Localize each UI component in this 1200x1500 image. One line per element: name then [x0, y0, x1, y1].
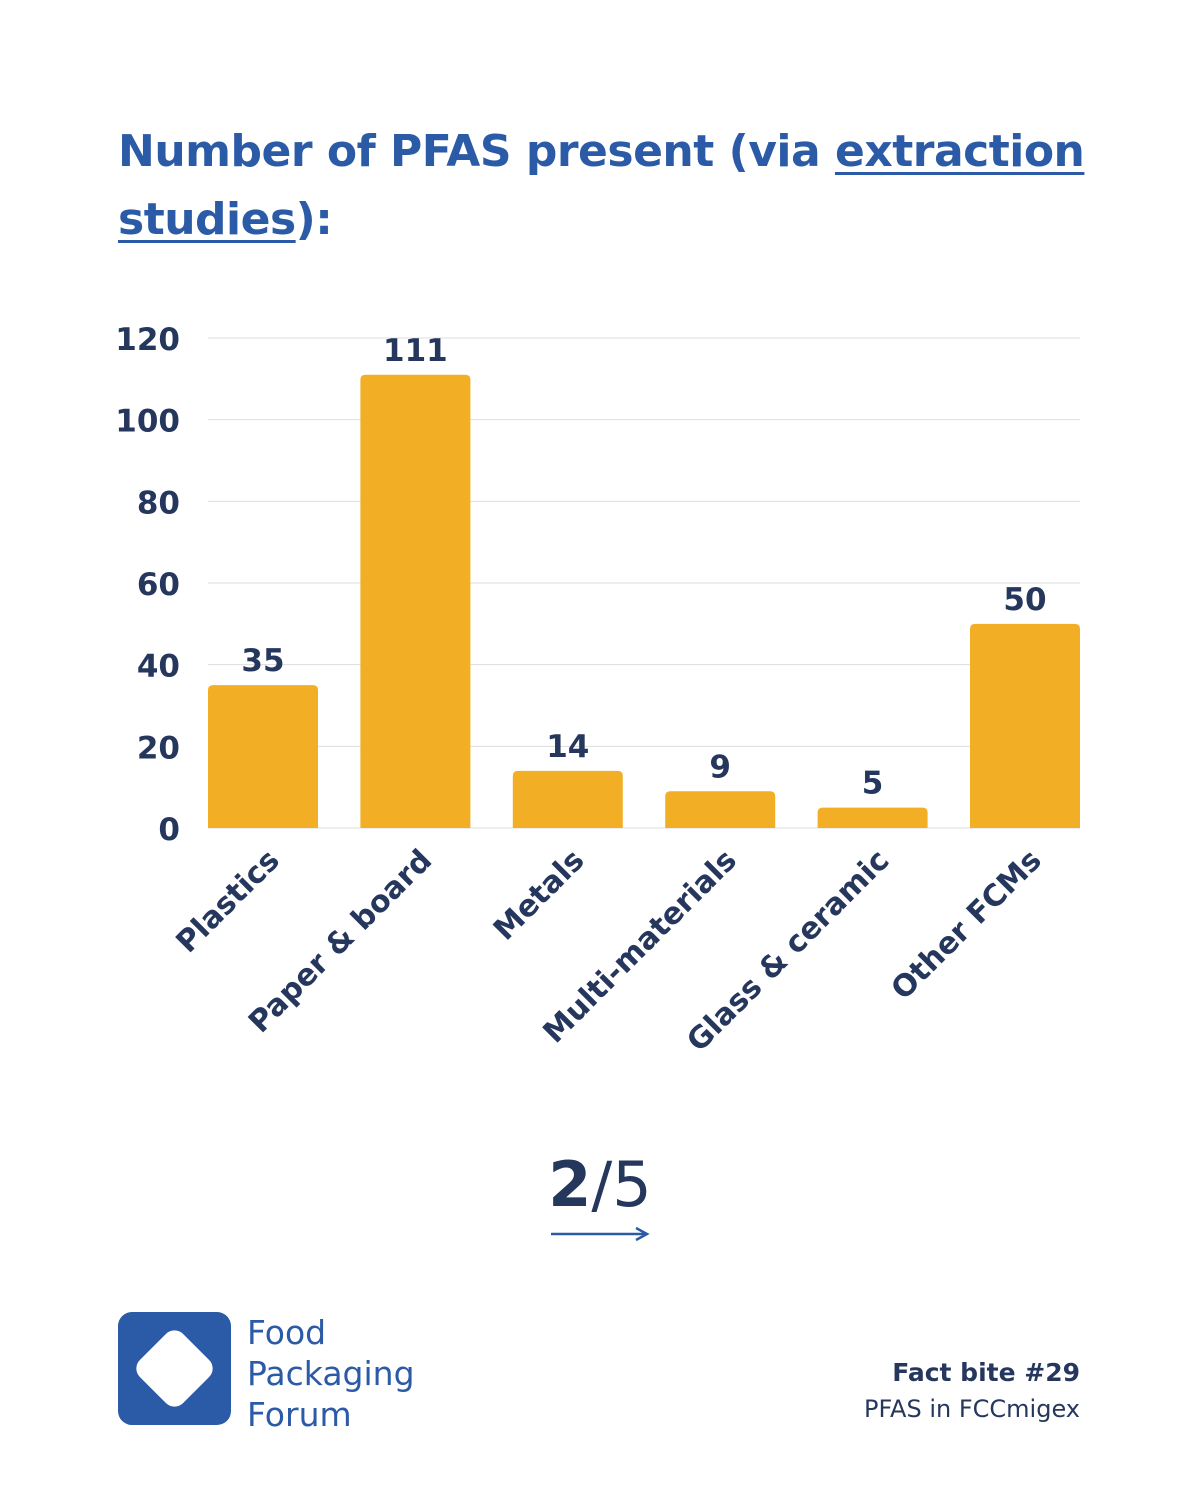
- fact-bite-number: Fact bite #29: [892, 1358, 1080, 1387]
- brand-line-1: Food: [247, 1313, 327, 1352]
- current-page: 2: [548, 1148, 592, 1221]
- title-part-2: ):: [295, 194, 333, 245]
- diamond-logo-icon: [118, 1312, 231, 1425]
- extraction-studies-link[interactable]: extraction studies: [118, 126, 1085, 245]
- y-tick-label: 40: [137, 649, 180, 685]
- bar-glass-ceramic: [817, 807, 928, 828]
- y-tick-label: 20: [137, 730, 180, 766]
- x-tick-label: Other FCMs: [885, 843, 1049, 1007]
- brand-line-2: Packaging: [247, 1354, 415, 1393]
- total-pages: /5: [591, 1148, 652, 1221]
- y-tick-label: 100: [115, 404, 180, 440]
- y-axis-ticks: 0 20 40 60 80 100 120: [115, 322, 180, 848]
- right-arrow-icon[interactable]: [548, 1222, 652, 1244]
- title-part-1: Number of PFAS present (via: [118, 126, 835, 177]
- value-label: 111: [383, 333, 448, 369]
- y-tick-label: 120: [115, 322, 180, 358]
- bar-chart: 0 20 40 60 80 100 120 35 111 14 9 5 50 PlasticsPape…: [115, 322, 1080, 1059]
- x-tick-label: Plastics: [170, 843, 287, 960]
- x-tick-label: Metals: [487, 843, 592, 948]
- page-title: Number of PFAS present (via extraction s…: [118, 118, 1098, 254]
- bar-plastics: [208, 685, 318, 828]
- chart-grid: [208, 337, 1080, 829]
- bar-paper-board: [360, 374, 471, 828]
- value-labels: 35 111 14 9 5 50: [241, 333, 1046, 802]
- value-label: 35: [241, 643, 284, 679]
- fact-bite-subtitle: PFAS in FCCmigex: [863, 1395, 1080, 1423]
- brand-name: Food Packaging Forum: [247, 1312, 415, 1435]
- bar-metals: [512, 770, 623, 828]
- fact-bite-info: Fact bite #29 PFAS in FCCmigex: [864, 1356, 1080, 1428]
- value-label: 50: [1003, 582, 1046, 618]
- y-tick-label: 0: [158, 812, 180, 848]
- value-label: 14: [546, 729, 589, 765]
- y-tick-label: 60: [137, 567, 180, 603]
- bar-multi-materials: [665, 791, 776, 828]
- value-label: 5: [862, 766, 884, 802]
- bar-other-fcms: [970, 623, 1080, 828]
- value-label: 9: [709, 749, 731, 785]
- brand-line-3: Forum: [247, 1395, 352, 1434]
- y-tick-label: 80: [137, 485, 180, 521]
- page-indicator: 2/5: [0, 1148, 1200, 1221]
- chart-bars: [208, 374, 1080, 828]
